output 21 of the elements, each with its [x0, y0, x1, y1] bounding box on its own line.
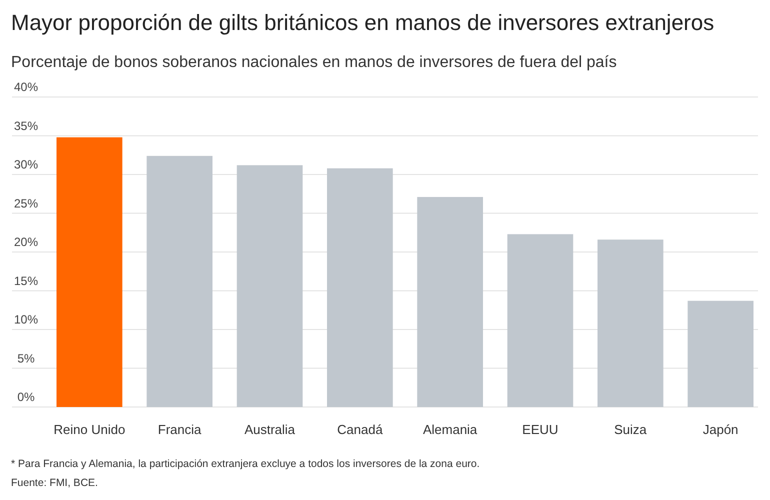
x-tick-label: Francia	[158, 422, 202, 437]
source-note: Fuente: FMI, BCE.	[11, 477, 98, 489]
x-tick-label: Alemania	[422, 422, 478, 437]
y-tick-label: 20%	[14, 235, 38, 249]
chart-subtitle: Porcentaje de bonos soberanos nacionales en manos de inversores de fuera del país	[11, 54, 617, 71]
x-tick-label: Reino Unido	[54, 422, 126, 437]
y-tick-label: 30%	[14, 158, 38, 172]
x-tick-label: EEUU	[522, 422, 558, 437]
y-tick-label: 40%	[14, 80, 38, 94]
y-tick-label: 35%	[14, 118, 38, 133]
x-tick-label: Australia	[244, 422, 296, 437]
y-tick-label: 0%	[17, 390, 35, 404]
chart-title: Mayor proporción de gilts británicos en manos de inversores extranjeros	[11, 10, 714, 35]
y-tick-label: 10%	[14, 312, 38, 326]
y-tick-label: 15%	[14, 274, 38, 288]
y-tick-label: 5%	[17, 351, 35, 366]
y-tick-label: 25%	[14, 196, 38, 210]
x-tick-label: Japón	[702, 422, 738, 437]
text: * Para Francia y Alemania, la participación extranjera excluye a todos los inversores de la zona euro.	[11, 458, 480, 470]
x-tick-label: Canadá	[337, 422, 384, 437]
x-tick-label: Suiza	[614, 422, 648, 437]
